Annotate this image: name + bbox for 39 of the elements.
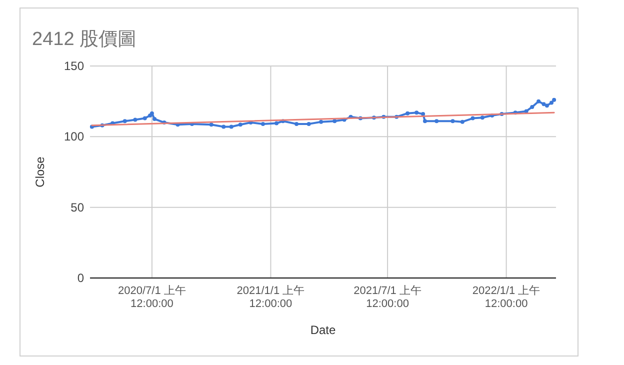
point: [530, 104, 534, 109]
point: [536, 99, 541, 104]
x-tick-label: 2021/7/1 上午 12:00:00: [354, 284, 422, 310]
point: [122, 119, 127, 124]
point: [229, 124, 234, 129]
point: [209, 122, 214, 127]
point: [480, 116, 484, 120]
point: [294, 122, 299, 126]
point: [133, 118, 138, 122]
y-tick-label: 50: [70, 200, 84, 214]
point: [406, 111, 410, 116]
point: [332, 119, 337, 124]
x-tick-label: 2020/7/1 上午 12:00:00: [118, 284, 186, 310]
y-tick-label: 0: [77, 271, 84, 285]
point: [450, 119, 455, 124]
point: [238, 122, 242, 127]
x-tick-label: 2021/1/1 上午 12:00:00: [236, 284, 305, 310]
point: [222, 124, 226, 129]
point: [414, 110, 419, 115]
y-axis-title: Close: [33, 156, 47, 188]
y-tick-label: 100: [64, 130, 84, 144]
point: [470, 116, 475, 120]
point: [434, 119, 439, 124]
point: [549, 100, 554, 105]
point: [319, 120, 324, 124]
x-tick-label: 2022/1/1 上午 12:00:00: [472, 284, 540, 310]
point: [544, 104, 549, 108]
point: [542, 102, 546, 106]
y-tick-label: 150: [64, 59, 84, 73]
point: [260, 122, 265, 126]
point: [422, 119, 427, 124]
point: [306, 122, 311, 126]
point: [460, 120, 464, 124]
point: [152, 117, 157, 121]
point: [274, 121, 279, 126]
point: [552, 98, 556, 102]
x-axis-title: Date: [310, 323, 336, 337]
point: [142, 116, 147, 120]
title: 2412 股價圖: [32, 29, 137, 50]
